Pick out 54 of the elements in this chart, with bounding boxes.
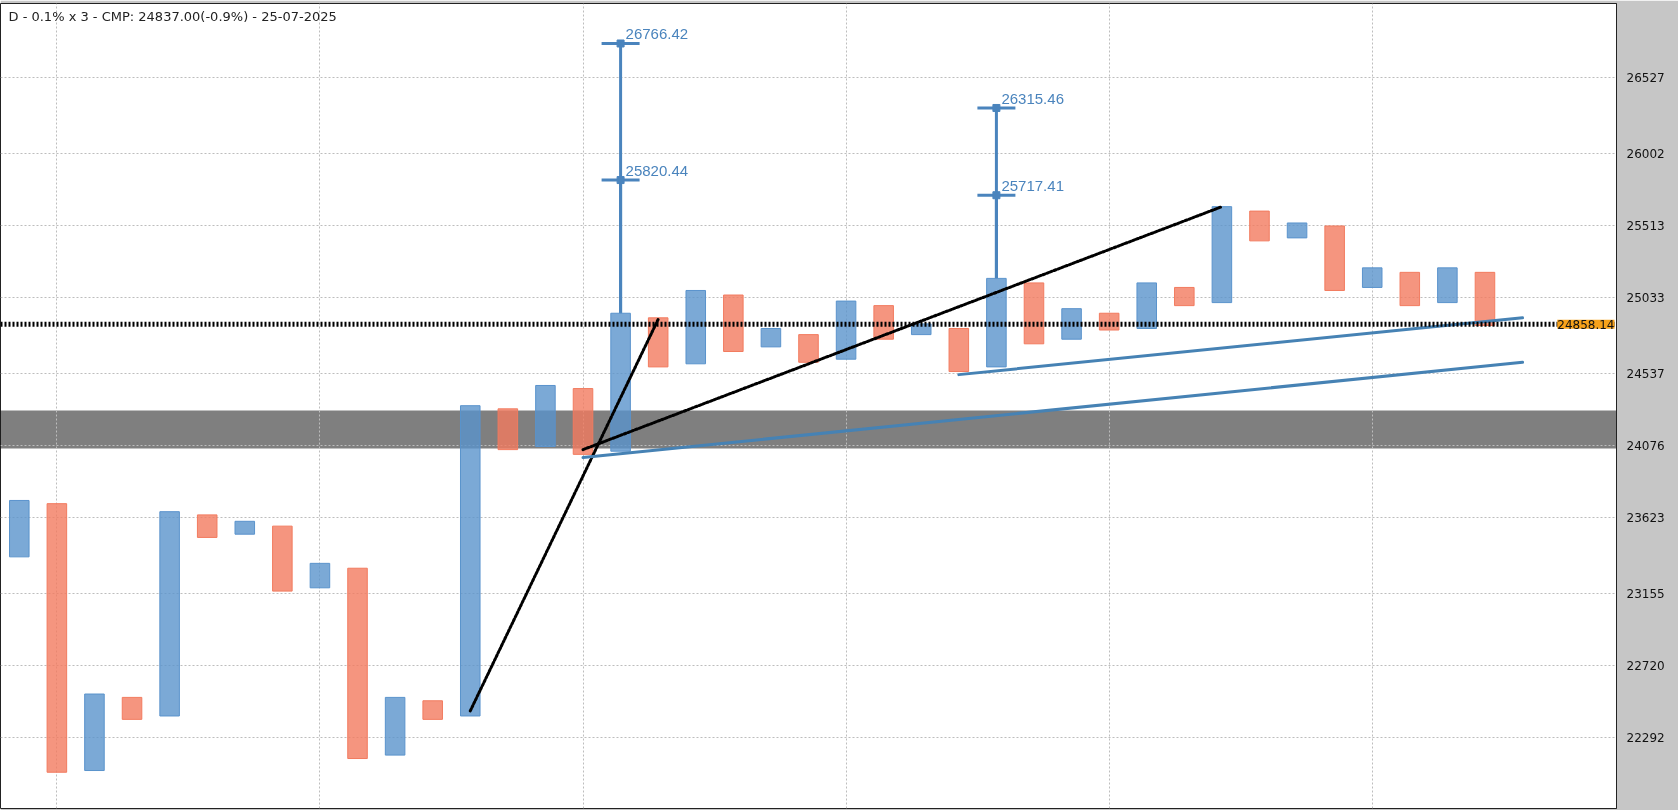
bar [572,388,594,455]
bar [1286,222,1308,239]
data-label: 25717.41 [1001,177,1064,195]
bar [535,384,556,447]
bar [234,520,256,535]
ref-line-label: 24858.14 [1557,317,1615,332]
bar [272,525,293,592]
bar [384,696,406,756]
bar [1136,282,1157,329]
y-tick-label: 24537 [1626,367,1665,382]
y-tick-label: 25513 [1626,219,1665,234]
y-tick-label: 26002 [1626,146,1665,161]
bar [422,700,443,720]
bar [1249,210,1270,242]
bar [121,696,143,720]
bar [1399,271,1421,307]
bar [986,277,1007,368]
bar [723,294,744,352]
bar [1061,308,1082,340]
bar [760,327,782,348]
bar [685,289,707,365]
bar [1361,267,1383,288]
bar [610,312,631,452]
chart-title: D - 0.1% x 3 - CMP: 24837.00(-0.9%) - 25-07-2025 [8,8,337,24]
data-label: 25820.44 [625,162,689,180]
y-tick-label: 26527 [1626,71,1665,86]
bar [46,503,68,773]
point [992,103,1001,112]
bar [196,514,218,538]
bar [798,334,819,363]
y-tick-label: 22292 [1626,731,1665,746]
bar [948,327,970,373]
bar [309,562,331,589]
y-tick-label: 24076 [1626,439,1665,454]
y-tick-label: 25033 [1626,291,1665,306]
bar [1023,282,1045,345]
point [616,176,625,185]
y-tick-label: 23623 [1626,511,1665,526]
bar [460,405,481,717]
point [616,39,625,48]
y-tick-label: 22720 [1626,659,1665,674]
bar [1174,286,1195,307]
bar [84,693,105,772]
point [992,191,1001,200]
y-tick-label: 23155 [1626,587,1665,602]
bar [1324,225,1345,291]
bar [497,408,519,451]
bar [159,511,180,717]
bar [1437,267,1458,304]
bar [347,567,368,760]
bar [9,499,30,558]
data-label: 26315.46 [1001,89,1064,107]
data-label: 26766.42 [625,25,689,43]
bar [1211,206,1233,304]
